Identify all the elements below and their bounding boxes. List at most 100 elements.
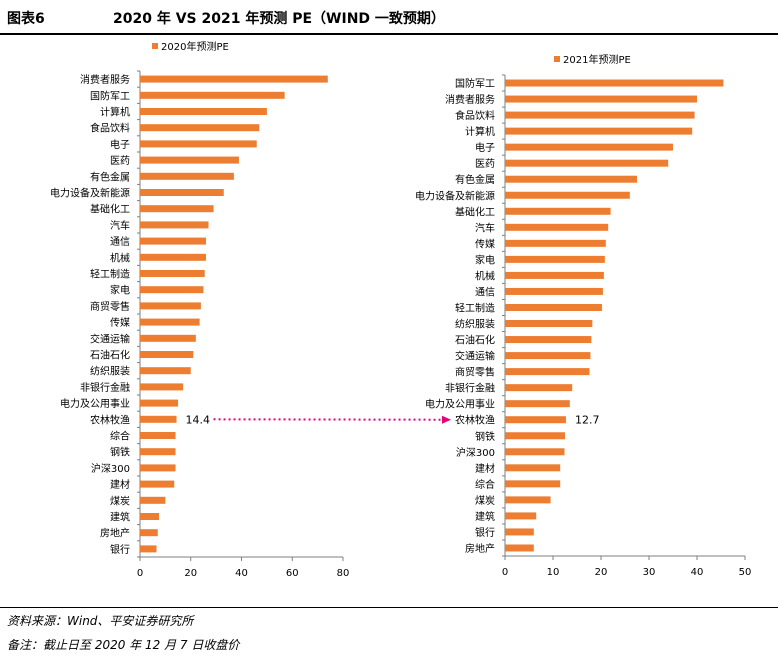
category-label: 医药: [475, 158, 495, 170]
bar: [140, 513, 160, 520]
category-label: 房地产: [465, 542, 495, 555]
category-label: 纺织服装: [90, 365, 130, 378]
x-tick-label: 40: [235, 568, 248, 579]
category-label: 轻工制造: [455, 301, 495, 314]
category-label: 有色金属: [90, 170, 130, 183]
bar: [505, 496, 551, 504]
x-tick-label: 20: [184, 568, 197, 579]
category-label: 纺织服装: [455, 318, 495, 331]
bar: [140, 286, 204, 294]
legend-swatch: [152, 43, 158, 49]
category-label: 食品饮料: [455, 109, 495, 122]
bar: [505, 320, 593, 328]
category-label: 食品饮料: [90, 122, 130, 135]
bar: [505, 239, 606, 247]
category-label: 医药: [110, 155, 130, 167]
category-label: 石油石化: [455, 334, 495, 347]
category-label: 计算机: [465, 125, 495, 138]
legend-swatch: [554, 56, 560, 62]
bar: [140, 302, 201, 310]
bar: [505, 512, 537, 520]
bar: [505, 159, 669, 167]
category-label: 机械: [475, 269, 495, 282]
category-label: 银行: [475, 526, 495, 539]
bar: [140, 496, 166, 504]
annotation-value: 12.7: [575, 414, 600, 427]
x-tick-label: 40: [691, 567, 704, 578]
bar: [140, 318, 200, 326]
bar: [140, 91, 285, 99]
bar: [505, 127, 693, 135]
source-note: 资料来源：Wind、平安证券研究所: [7, 614, 194, 628]
bar: [505, 207, 611, 215]
category-label: 农林牧渔: [455, 414, 495, 427]
bar: [505, 528, 534, 536]
category-label: 综合: [475, 478, 495, 491]
category-label: 沪深300: [91, 462, 130, 475]
category-label: 国防军工: [455, 77, 495, 90]
figure-title: 2020 年 VS 2021 年预测 PE（WIND 一致预期）: [113, 11, 445, 27]
category-label: 电力及公用事业: [60, 397, 130, 410]
category-label: 消费者服务: [80, 73, 130, 86]
bar: [505, 480, 561, 488]
bar: [140, 367, 191, 375]
bar: [140, 108, 267, 115]
bar: [140, 221, 209, 229]
category-label: 电子: [110, 138, 130, 151]
bar: [505, 95, 697, 103]
bar: [505, 464, 561, 472]
category-label: 建材: [475, 462, 495, 475]
bar: [140, 432, 176, 439]
bar: [505, 191, 630, 199]
date-note: 备注：截止日至 2020 年 12 月 7 日收盘价: [7, 638, 240, 652]
bar: [505, 175, 637, 183]
bar: [140, 75, 328, 83]
category-label: 传媒: [475, 238, 495, 250]
bar: [505, 303, 602, 311]
category-label: 交通运输: [455, 350, 495, 363]
bar: [505, 400, 570, 408]
bar: [140, 529, 158, 537]
legend-label: 2020年预测PE: [161, 40, 229, 53]
category-label: 建筑: [110, 511, 130, 524]
category-label: 轻工制造: [90, 268, 130, 281]
bar: [505, 223, 609, 231]
bar: [505, 416, 566, 424]
category-label: 电力及公用事业: [425, 398, 495, 411]
category-label: 计算机: [100, 106, 130, 119]
bar: [140, 464, 176, 472]
legend-label: 2021年预测PE: [563, 53, 631, 66]
bar: [140, 399, 179, 407]
bar: [505, 368, 590, 376]
bar: [140, 351, 194, 358]
category-label: 农林牧渔: [90, 413, 130, 426]
category-label: 家电: [110, 284, 130, 297]
x-tick-label: 60: [286, 568, 299, 579]
category-label: 非银行金融: [445, 382, 495, 395]
category-label: 家电: [475, 253, 495, 266]
comparison-arrow-head: [441, 415, 451, 424]
bar: [140, 448, 176, 456]
category-label: 煤炭: [475, 494, 495, 507]
bar: [140, 383, 184, 391]
category-label: 基础化工: [455, 205, 495, 218]
header-rule: [0, 33, 778, 35]
category-label: 汽车: [475, 221, 495, 234]
annotation-value: 14.4: [186, 413, 211, 426]
bar: [505, 544, 534, 552]
bar: [140, 480, 175, 488]
bar: [505, 79, 724, 87]
bar: [505, 143, 673, 151]
bar: [140, 156, 239, 164]
category-label: 建材: [110, 478, 130, 491]
figure-number: 图表6: [7, 11, 45, 27]
bar: [505, 255, 605, 263]
bar: [505, 384, 573, 392]
bar: [140, 270, 205, 277]
bar: [505, 111, 695, 119]
category-label: 沪深300: [456, 446, 495, 459]
bar: [505, 271, 604, 279]
category-label: 传媒: [110, 317, 130, 329]
bar: [140, 253, 206, 261]
